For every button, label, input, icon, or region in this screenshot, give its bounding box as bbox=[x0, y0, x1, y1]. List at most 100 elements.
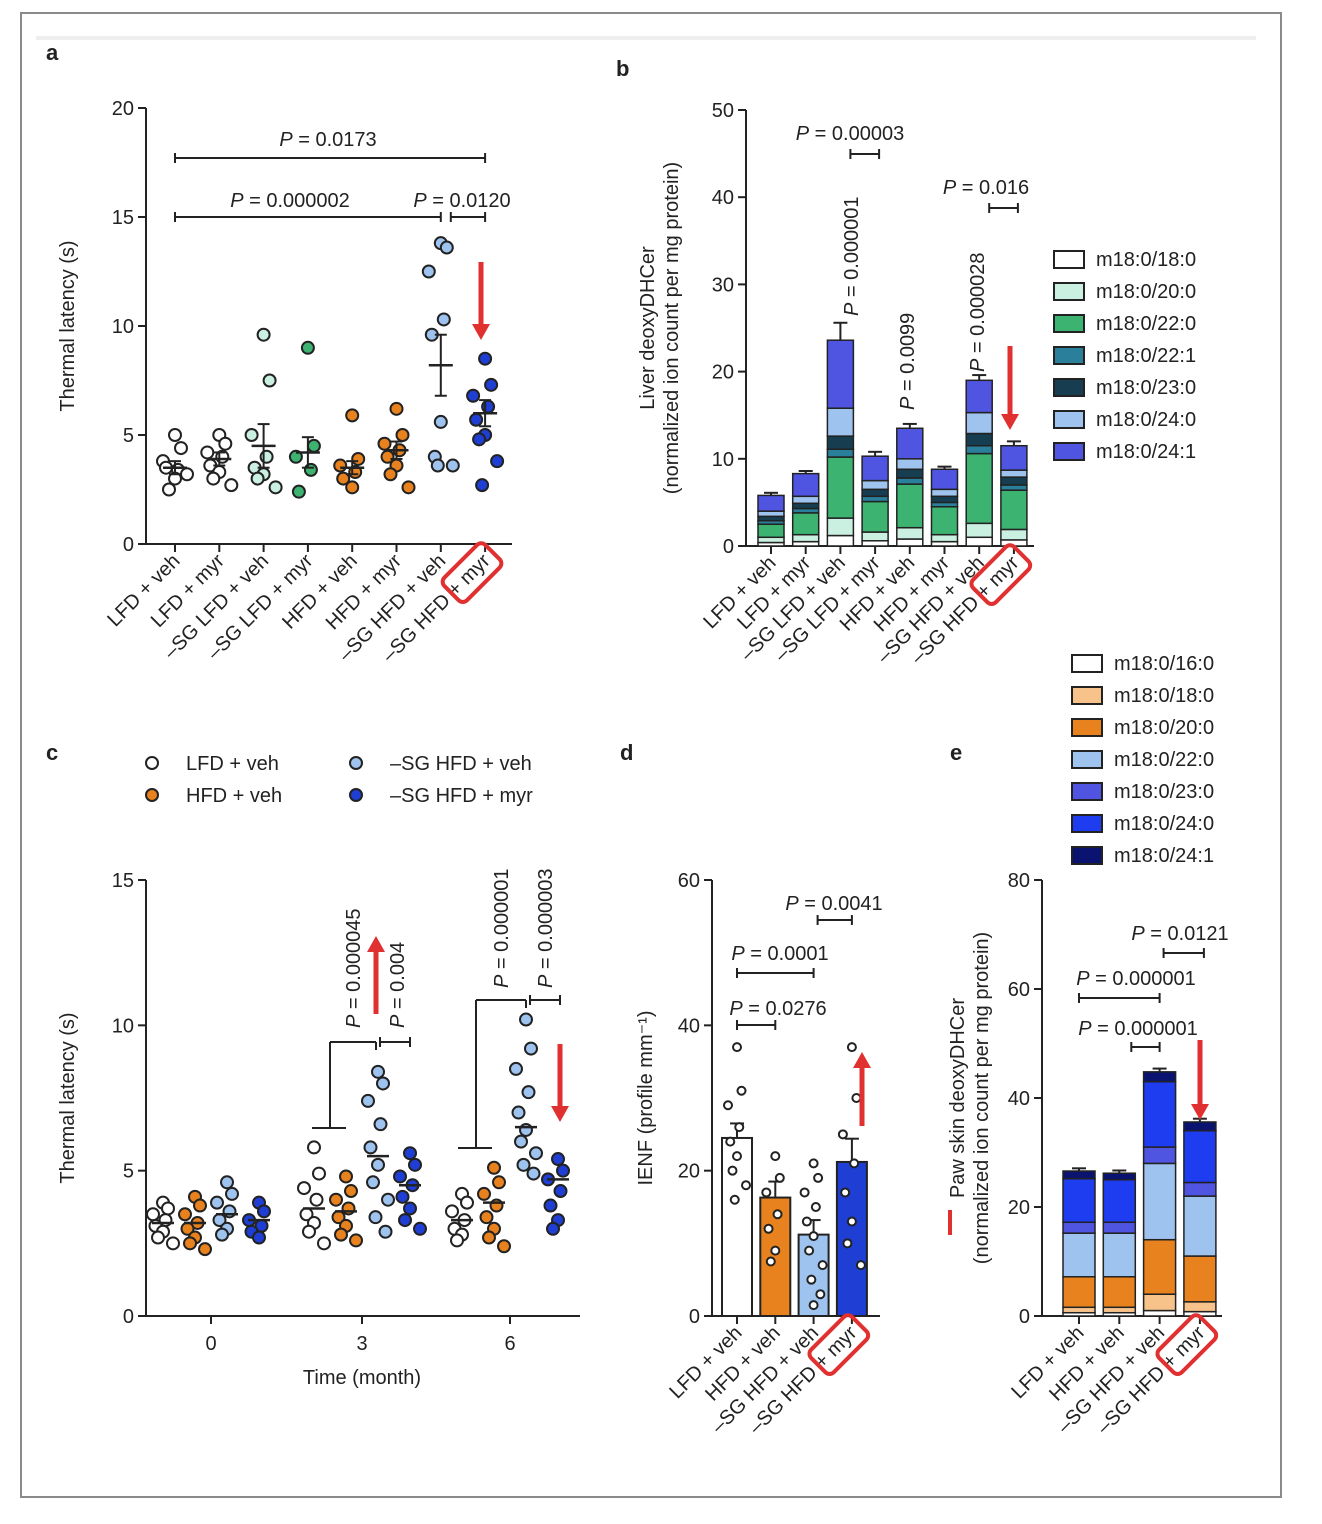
c-data-point bbox=[257, 1204, 271, 1219]
c-data-point bbox=[225, 1186, 239, 1201]
d-data-point bbox=[727, 1165, 738, 1176]
c-data-point bbox=[366, 1175, 380, 1190]
a-data-point bbox=[224, 478, 239, 493]
a-data-point bbox=[300, 340, 315, 355]
d-highlight-box bbox=[807, 1313, 871, 1376]
b-legend-label: m18:0/20:0 bbox=[1096, 281, 1196, 303]
c-data-point bbox=[543, 1198, 558, 1213]
c-y-tick-label: 0 bbox=[123, 1306, 134, 1328]
e-bar-segment bbox=[1183, 1301, 1217, 1313]
c-data-point bbox=[183, 1236, 197, 1251]
e-bar-segment bbox=[1102, 1172, 1137, 1181]
b-bar-segment bbox=[861, 479, 889, 491]
c-data-point bbox=[553, 1184, 568, 1199]
c-data-point bbox=[403, 1146, 417, 1161]
c-data-point bbox=[373, 1117, 388, 1132]
c-data-point bbox=[381, 1192, 395, 1207]
a-data-point bbox=[259, 449, 274, 464]
c-data-point bbox=[297, 1181, 311, 1196]
c-data-point bbox=[215, 1227, 229, 1242]
e-p-value: P = 0.000001 bbox=[1078, 1018, 1198, 1040]
b-bar-segment bbox=[896, 483, 924, 529]
b-bar-segment bbox=[965, 411, 993, 435]
d-data-point bbox=[842, 1238, 853, 1249]
e-bar-segment bbox=[1062, 1170, 1096, 1180]
b-y-tick-label: 10 bbox=[712, 449, 734, 471]
b-bar-segment bbox=[896, 538, 924, 547]
c-data-point bbox=[252, 1230, 266, 1245]
c-data-point bbox=[166, 1236, 180, 1251]
b-bar-segment bbox=[861, 488, 889, 498]
panel-label-b: b bbox=[616, 56, 629, 81]
c-data-point bbox=[408, 1157, 422, 1172]
b-bar-segment bbox=[861, 495, 889, 503]
e-y-label-2: (normalized ion count per mg protein) bbox=[971, 932, 993, 1264]
d-data-point bbox=[815, 1289, 826, 1300]
e-legend-swatch bbox=[1071, 718, 1103, 737]
c-data-point bbox=[210, 1195, 224, 1210]
e-p-value: P = 0.000001 bbox=[1076, 968, 1196, 990]
b-bar-segment bbox=[965, 536, 993, 547]
a-data-point bbox=[490, 454, 505, 469]
c-data-point bbox=[479, 1210, 494, 1225]
c-data-point bbox=[524, 1041, 538, 1056]
a-data-point bbox=[206, 471, 221, 486]
a-data-point bbox=[389, 401, 404, 416]
b-bar-segment bbox=[930, 495, 959, 504]
b-legend-swatch bbox=[1053, 410, 1085, 429]
a-data-point bbox=[377, 436, 392, 451]
b-bar-segment bbox=[1000, 476, 1028, 486]
b-bar-segment bbox=[965, 522, 993, 539]
figure-frame bbox=[20, 12, 1282, 1498]
a-y-label: Thermal latency (s) bbox=[57, 240, 79, 411]
e-bar-segment bbox=[1102, 1232, 1137, 1278]
b-bar-segment bbox=[826, 435, 855, 450]
b-bar-segment bbox=[757, 536, 785, 544]
e-bar-segment bbox=[1183, 1121, 1217, 1132]
b-legend-swatch bbox=[1053, 346, 1085, 365]
a-data-point bbox=[469, 412, 484, 427]
e-legend-label: m18:0/24:1 bbox=[1114, 845, 1214, 867]
e-bar-segment bbox=[1142, 1309, 1177, 1317]
c-data-point bbox=[307, 1140, 321, 1155]
c-data-point bbox=[497, 1239, 511, 1254]
a-data-point bbox=[250, 471, 265, 486]
c-data-point bbox=[487, 1160, 501, 1175]
c-data-point bbox=[413, 1221, 427, 1236]
d-p-value: P = 0.0001 bbox=[731, 943, 828, 965]
b-y-label: Liver deoxyDHCer bbox=[637, 246, 659, 410]
b-p-value-vertical: P = 0.000001 bbox=[841, 196, 863, 316]
b-bar-segment bbox=[826, 456, 855, 519]
b-highlight-box bbox=[969, 543, 1033, 606]
c-data-point bbox=[220, 1175, 234, 1190]
d-data-point bbox=[763, 1223, 774, 1234]
b-bar-segment bbox=[826, 534, 855, 547]
panel-label-a: a bbox=[46, 40, 59, 65]
a-y-tick-label: 15 bbox=[112, 207, 134, 229]
b-legend-label: m18:0/24:1 bbox=[1096, 441, 1196, 463]
d-data-point bbox=[846, 1216, 857, 1227]
b-legend-swatch bbox=[1053, 250, 1085, 269]
d-data-point bbox=[849, 1158, 860, 1169]
a-y-tick-label: 20 bbox=[112, 98, 134, 120]
b-bar-segment bbox=[861, 500, 889, 533]
c-data-point bbox=[363, 1140, 378, 1155]
a-data-point bbox=[262, 373, 277, 388]
b-legend-label: m18:0/24:0 bbox=[1096, 409, 1196, 431]
b-bar-segment bbox=[1000, 444, 1028, 471]
b-bar-segment bbox=[1000, 484, 1028, 491]
a-data-point bbox=[395, 428, 410, 442]
c-data-point bbox=[460, 1195, 474, 1210]
c-data-point bbox=[393, 1169, 407, 1184]
e-y-tick-label: 60 bbox=[1008, 979, 1030, 1001]
c-x-tick-label: 0 bbox=[205, 1333, 216, 1355]
d-data-point bbox=[772, 1209, 783, 1220]
c-legend-marker bbox=[349, 756, 363, 770]
b-y-label-2: (normalized ion count per mg protein) bbox=[661, 162, 683, 494]
c-data-point bbox=[371, 1064, 385, 1079]
b-bar-segment bbox=[826, 339, 855, 409]
c-legend-marker bbox=[349, 788, 363, 802]
d-data-point bbox=[804, 1245, 815, 1256]
c-data-point bbox=[368, 1210, 383, 1225]
